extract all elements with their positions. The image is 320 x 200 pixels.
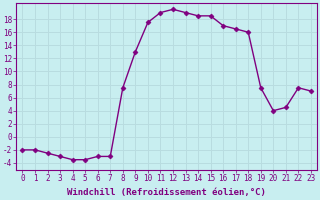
X-axis label: Windchill (Refroidissement éolien,°C): Windchill (Refroidissement éolien,°C)	[67, 188, 266, 197]
